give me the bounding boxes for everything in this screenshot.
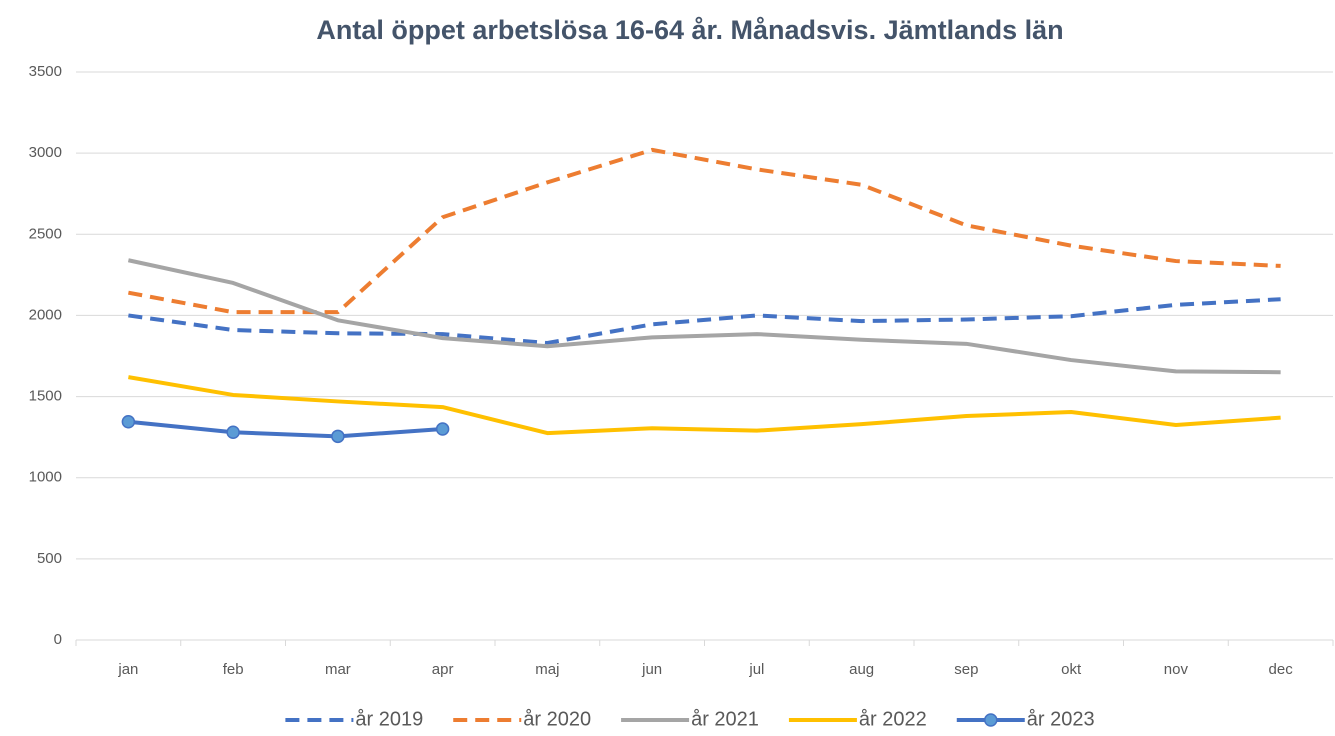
point-marker <box>226 425 240 440</box>
series-line <box>128 419 443 439</box>
y-tick-label: 1500 <box>29 388 62 405</box>
legend-label: år 2023 <box>1027 708 1095 730</box>
point-marker <box>435 422 450 436</box>
series-line <box>128 147 1281 315</box>
point-marker <box>331 429 345 444</box>
legend-label: år 2022 <box>859 708 927 730</box>
x-tick-label: apr <box>432 661 454 678</box>
x-tick-label: dec <box>1269 661 1294 678</box>
y-tick-label: 2000 <box>29 306 62 323</box>
y-tick-label: 1000 <box>29 469 62 486</box>
x-tick-label: jun <box>641 661 662 678</box>
x-tick-label: sep <box>954 661 978 678</box>
y-tick-label: 0 <box>54 631 62 648</box>
y-tick-label: 3500 <box>29 63 62 80</box>
x-tick-label: maj <box>535 661 559 678</box>
legend-marker <box>984 713 998 727</box>
y-tick-label: 3000 <box>29 144 62 161</box>
y-tick-label: 2500 <box>29 225 62 242</box>
series-line <box>128 375 1281 436</box>
x-tick-label: aug <box>849 661 874 678</box>
legend-label: år 2019 <box>355 708 423 730</box>
x-tick-label: okt <box>1061 661 1082 678</box>
x-tick-label: feb <box>223 661 244 678</box>
x-tick-label: nov <box>1164 661 1189 678</box>
y-tick-label: 500 <box>37 550 62 567</box>
series-line <box>127 258 1281 375</box>
legend-label: år 2020 <box>523 708 591 730</box>
chart-title: Antal öppet arbetslösa 16-64 år. Månadsv… <box>316 15 1063 45</box>
legend: år 2019 år 2020 år 2021 år 2022 år 2023 <box>285 708 1095 730</box>
legend-label: år 2021 <box>691 708 759 730</box>
x-tick-label: jan <box>117 661 138 678</box>
point-marker <box>121 414 136 429</box>
series-line <box>128 297 1281 346</box>
x-tick-label: mar <box>325 661 351 678</box>
x-tick-label: jul <box>748 661 764 678</box>
